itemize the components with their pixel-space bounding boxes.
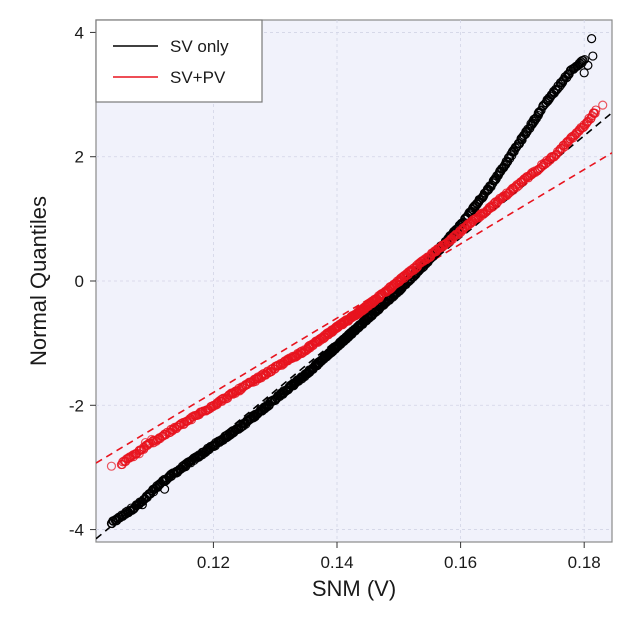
y-tick-label: -2 — [69, 396, 84, 415]
x-axis-title: SNM (V) — [312, 576, 396, 601]
y-axis-title: Normal Quantiles — [26, 196, 51, 366]
data-point — [549, 152, 559, 162]
x-tick-label: 0.14 — [320, 553, 353, 572]
data-point — [146, 438, 156, 448]
x-tick-label: 0.16 — [444, 553, 477, 572]
data-point — [533, 108, 543, 118]
data-point — [159, 484, 170, 494]
y-tick-label: 4 — [75, 23, 84, 42]
legend: SV only SV+PV — [95, 19, 263, 103]
x-tick-label: 0.18 — [568, 553, 601, 572]
series-points-sv-pv — [106, 100, 608, 471]
data-point — [147, 434, 157, 445]
data-point — [142, 492, 152, 502]
y-tick-label: 0 — [75, 272, 84, 291]
legend-label-sv-only: SV only — [170, 37, 229, 56]
data-point — [579, 68, 589, 78]
x-tick-label: 0.12 — [197, 553, 230, 572]
y-tick-label: -4 — [69, 521, 84, 540]
data-point — [598, 100, 608, 110]
data-point — [578, 55, 588, 65]
y-tick-label: 2 — [75, 148, 84, 167]
reference-line-sv-pv — [96, 152, 612, 464]
series-points-sv-only — [106, 34, 598, 529]
data-point — [134, 449, 144, 459]
data-points — [106, 34, 608, 529]
data-point — [587, 34, 597, 44]
data-point — [106, 461, 117, 471]
data-point — [544, 94, 554, 104]
data-point — [520, 173, 530, 184]
data-point — [502, 157, 513, 167]
data-point — [588, 51, 598, 61]
x-axis-ticks: 0.12 0.14 0.16 0.18 — [197, 542, 601, 572]
data-point — [106, 518, 117, 528]
legend-label-sv-pv: SV+PV — [170, 68, 226, 87]
data-point — [583, 60, 593, 70]
data-point — [137, 500, 147, 510]
data-point — [588, 108, 599, 118]
y-axis-ticks: -4 -2 0 2 4 — [69, 23, 96, 540]
legend-box — [95, 19, 263, 103]
